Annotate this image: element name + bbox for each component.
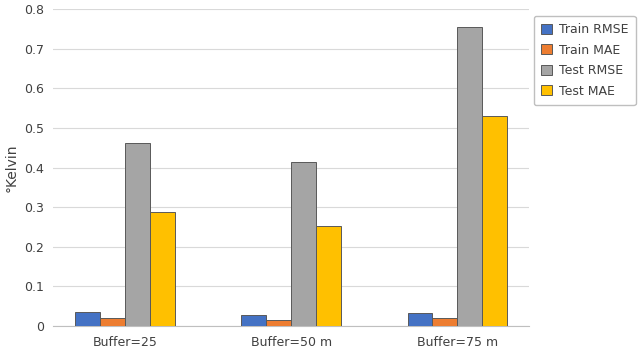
Bar bbox=[266, 320, 291, 326]
Bar bbox=[483, 116, 508, 326]
Bar bbox=[125, 143, 150, 326]
Bar bbox=[150, 213, 175, 326]
Bar bbox=[433, 318, 458, 326]
Y-axis label: °Kelvin: °Kelvin bbox=[4, 143, 18, 192]
Bar bbox=[241, 315, 266, 326]
Bar bbox=[408, 313, 433, 326]
Bar bbox=[458, 28, 483, 326]
Legend: Train RMSE, Train MAE, Test RMSE, Test MAE: Train RMSE, Train MAE, Test RMSE, Test M… bbox=[534, 16, 636, 105]
Bar bbox=[100, 318, 125, 326]
Bar bbox=[291, 162, 316, 326]
Bar bbox=[316, 226, 341, 326]
Bar bbox=[75, 312, 100, 326]
